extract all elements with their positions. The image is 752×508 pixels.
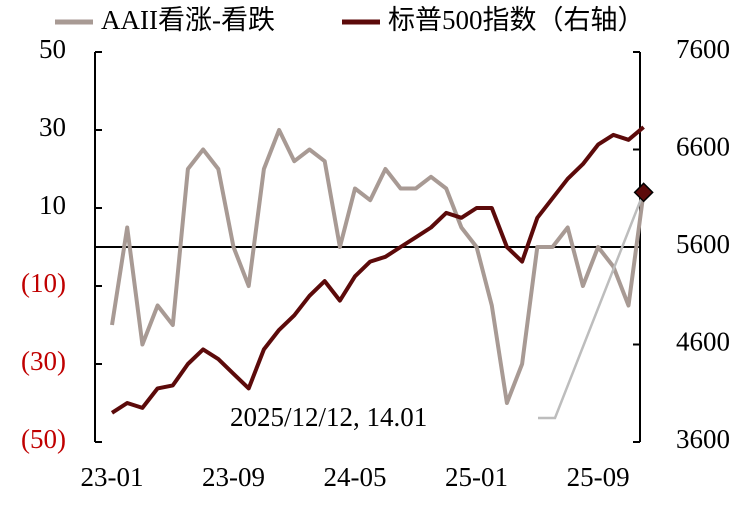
x-tick-label: 23-01: [81, 462, 144, 492]
legend-label: AAII看涨-看跌: [101, 5, 275, 35]
series-line: [110, 128, 646, 405]
annotation-text: 2025/12/12, 14.01: [230, 402, 427, 432]
y-tick-label: 50: [39, 34, 66, 64]
x-tick-label: 25-09: [567, 462, 630, 492]
y-tick-label: (30): [21, 346, 66, 376]
y2-tick-label: 7600: [676, 34, 730, 64]
x-tick-label: 23-09: [202, 462, 265, 492]
x-tick-label: 25-01: [445, 462, 508, 492]
y-tick-label: (50): [21, 424, 66, 454]
y2-tick-label: 3600: [676, 424, 730, 454]
y2-tick-label: 6600: [676, 132, 730, 162]
y2-tick-label: 4600: [676, 327, 730, 357]
series-line: [110, 125, 645, 415]
x-tick-label: 24-05: [324, 462, 387, 492]
y-tick-label: (10): [21, 268, 66, 298]
annotation-marker: [633, 182, 654, 203]
legend-label: 标普500指数（右轴）: [388, 5, 645, 35]
y-tick-label: 30: [39, 112, 66, 142]
annotation-leader: [538, 191, 645, 420]
y2-tick-label: 5600: [676, 229, 730, 259]
y-tick-label: 10: [39, 190, 66, 220]
